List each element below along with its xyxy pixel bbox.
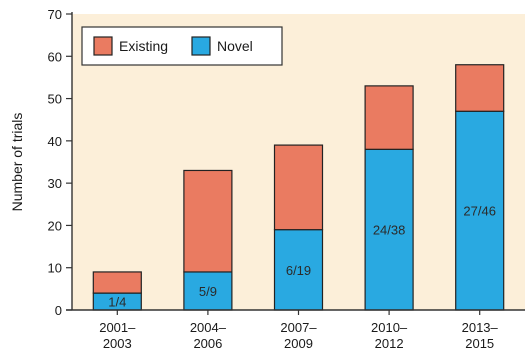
data-label-4: 24/38: [373, 223, 406, 238]
data-label-1: 1/4: [108, 295, 126, 310]
y-tick-label-30: 30: [48, 176, 62, 191]
legend-label-existing: Existing: [119, 38, 168, 54]
axes-layer: [66, 12, 525, 315]
legend-swatch-novel: [191, 36, 211, 56]
x-tick-label-4: 2010– 2012: [371, 320, 408, 351]
bar-existing-4: [364, 85, 414, 150]
bar-existing-1: [92, 271, 142, 294]
data-label-5: 27/46: [463, 204, 496, 219]
labels-layer: 1/4 2001– 2003 5/9 2004– 2006 6/19 2007– 2009 24/…: [48, 7, 499, 351]
data-label-2: 5/9: [199, 284, 217, 299]
legend-swatch-existing: [93, 36, 113, 56]
data-label-3: 6/19: [286, 263, 311, 278]
y-tick-label-40: 40: [48, 134, 62, 149]
x-tick-label-3: 2007– 2009: [280, 320, 317, 351]
legend-label-novel: Novel: [217, 38, 253, 54]
y-tick-label-60: 60: [48, 49, 62, 64]
legend-box: [81, 26, 283, 66]
y-tick-label-20: 20: [48, 218, 62, 233]
legend: Existing Novel: [81, 26, 283, 66]
y-tick-label-50: 50: [48, 92, 62, 107]
x-tick-label-2: 2004– 2006: [190, 320, 227, 351]
y-axis-title: Number of trials: [9, 113, 25, 212]
y-tick-label-10: 10: [48, 261, 62, 276]
bar-existing-3: [273, 144, 324, 231]
x-tick-label-1: 2001– 2003: [99, 320, 136, 351]
y-tick-label-70: 70: [48, 7, 62, 22]
x-tick-label-5: 2013– 2015: [462, 320, 499, 351]
bars-layer: [92, 64, 505, 311]
y-tick-label-0: 0: [55, 303, 62, 318]
bar-existing-2: [183, 169, 233, 273]
bar-existing-5: [455, 64, 505, 112]
